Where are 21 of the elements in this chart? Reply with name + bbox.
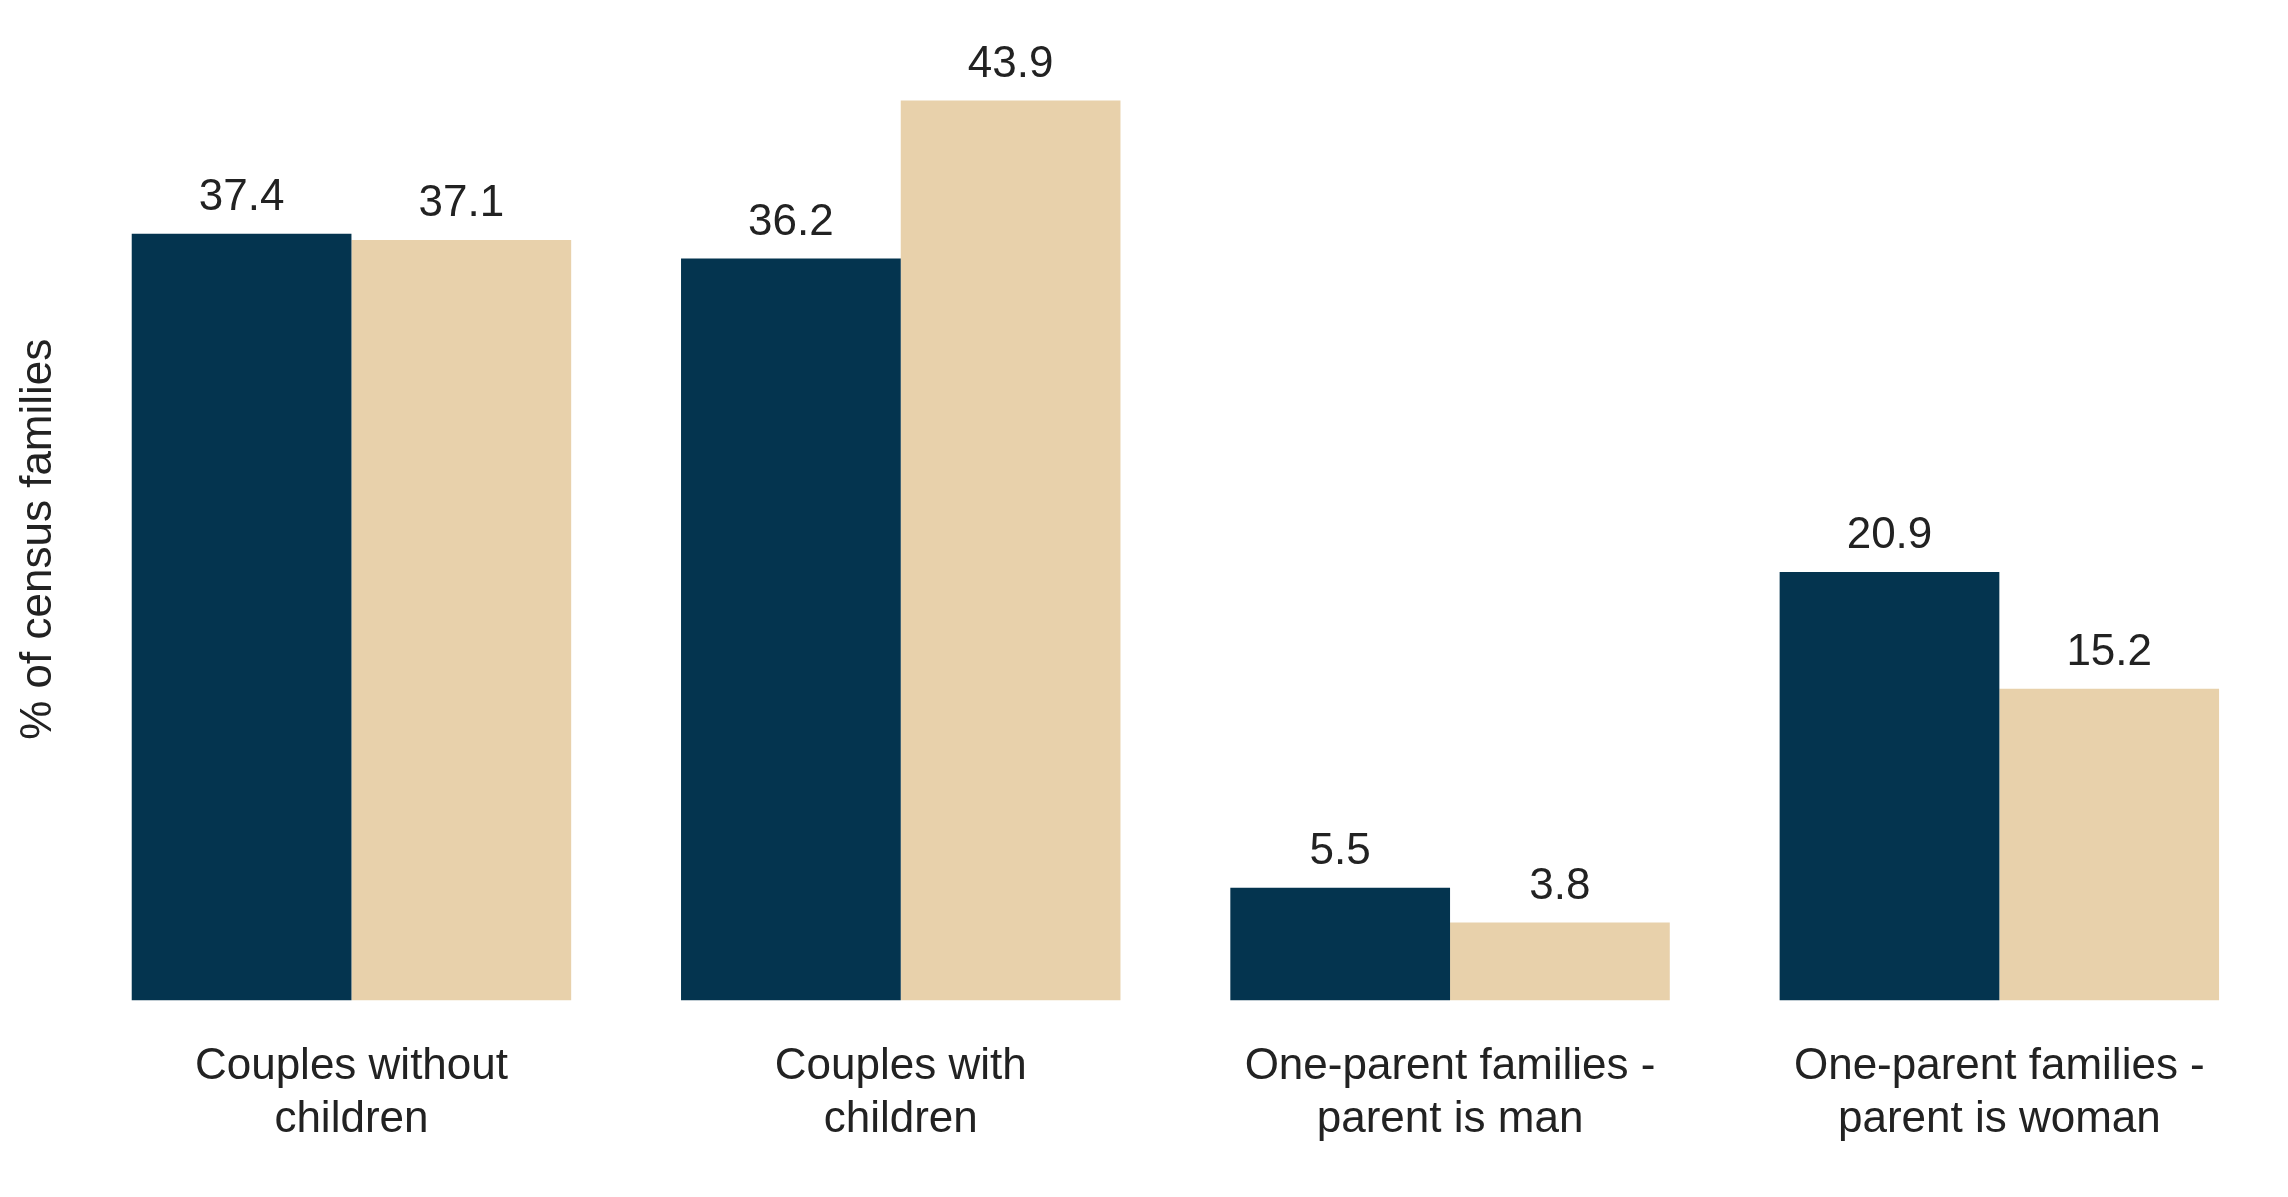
- data-label: 43.9: [967, 36, 1054, 86]
- data-label: 37.4: [198, 169, 285, 219]
- data-label: 15.2: [2066, 624, 2153, 674]
- data-label: 5.5: [1309, 823, 1371, 873]
- bar: [351, 239, 572, 1001]
- data-label: 36.2: [748, 194, 834, 244]
- bar: [900, 100, 1121, 1001]
- bar: [1999, 688, 2220, 1001]
- x-tick-label: Couples without children: [194, 1038, 508, 1141]
- data-label: 37.1: [418, 176, 505, 226]
- x-tick-label: One-parent families - parent is woman: [1793, 1038, 2205, 1141]
- bar: [681, 258, 901, 1001]
- x-tick-label: One-parent families - parent is man: [1244, 1038, 1656, 1141]
- y-axis-title: % of census families: [10, 338, 60, 740]
- data-label: 3.8: [1529, 858, 1591, 908]
- bar: [1450, 922, 1670, 1001]
- data-label: 20.9: [1846, 508, 1933, 558]
- bar: [1230, 887, 1451, 1001]
- bar: [1779, 572, 2000, 1001]
- bar: [131, 233, 352, 1001]
- x-tick-label: Couples with children: [774, 1038, 1027, 1141]
